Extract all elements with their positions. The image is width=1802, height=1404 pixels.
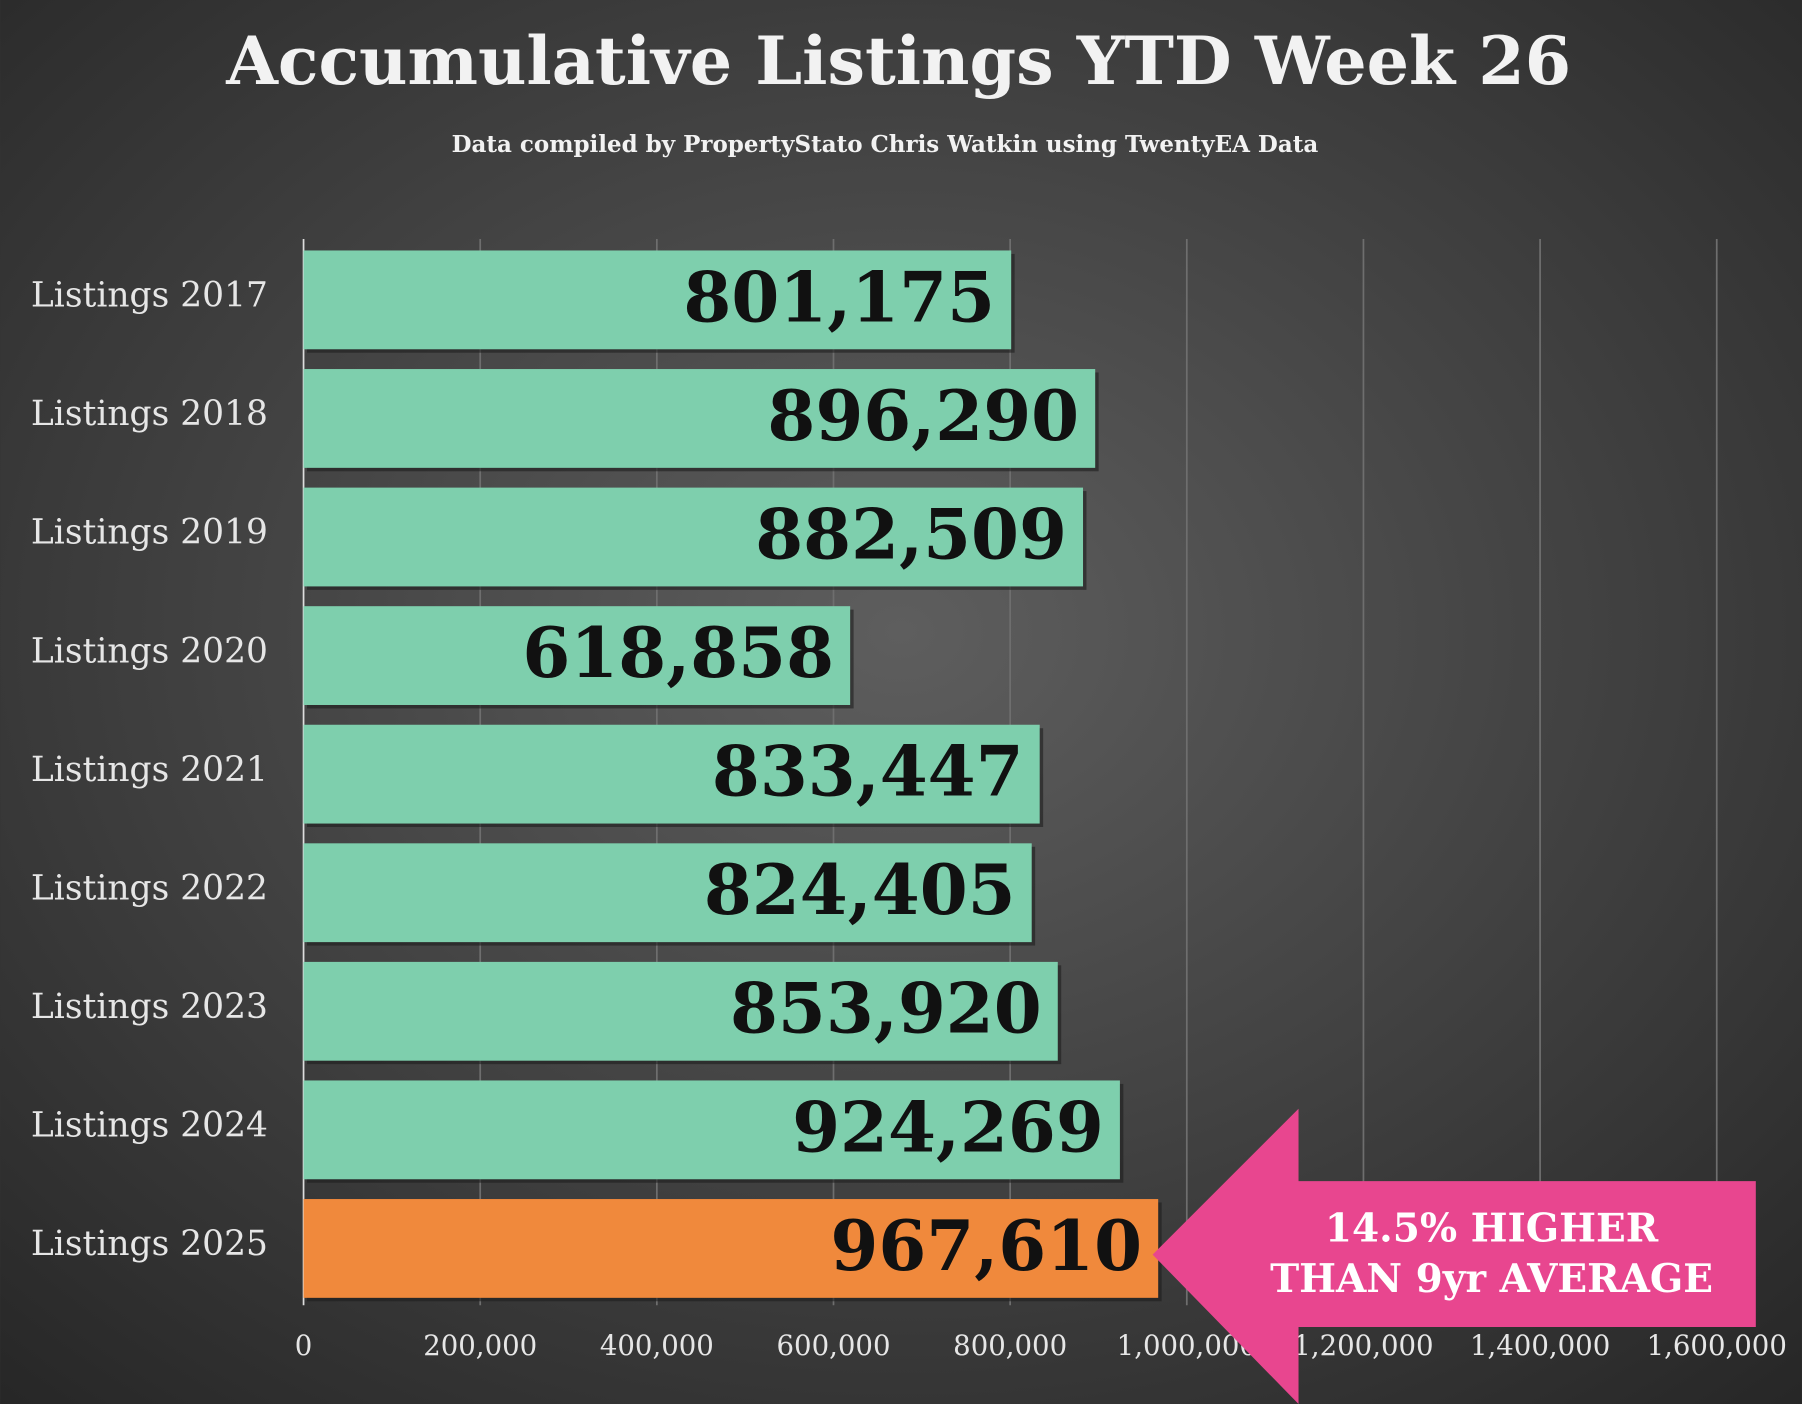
x-tick-label: 600,000 (777, 1329, 891, 1362)
x-tick-label: 400,000 (600, 1329, 714, 1362)
y-tick-label: Listings 2020 (31, 631, 268, 671)
x-tick-label: 1,600,000 (1647, 1329, 1787, 1362)
y-tick-label: Listings 2024 (31, 1106, 268, 1146)
value-label: 833,447 (712, 732, 1024, 813)
value-label: 896,290 (767, 376, 1079, 457)
value-label: 853,920 (730, 969, 1042, 1050)
value-label: 882,509 (755, 494, 1067, 575)
y-tick-label: Listings 2022 (31, 868, 268, 908)
y-tick-label: Listings 2018 (31, 394, 268, 434)
y-tick-label: Listings 2023 (31, 987, 268, 1027)
annotation-text: 14.5% HIGHER (1325, 1206, 1659, 1252)
chart-subtitle: Data compiled by PropertyStato Chris Wat… (452, 131, 1319, 158)
x-tick-label: 1,400,000 (1470, 1329, 1610, 1362)
x-tick-label: 200,000 (423, 1329, 537, 1362)
x-tick-label: 0 (295, 1329, 313, 1362)
y-tick-label: Listings 2021 (31, 750, 268, 790)
bar (303, 369, 1096, 468)
bar (303, 1080, 1120, 1180)
value-label: 967,610 (830, 1206, 1142, 1287)
y-tick-label: Listings 2017 (31, 276, 268, 316)
value-label: 824,405 (704, 850, 1016, 931)
bar (303, 606, 851, 705)
y-tick-label: Listings 2025 (31, 1224, 268, 1264)
bar (303, 843, 1032, 943)
bar (303, 250, 1012, 350)
bar (303, 724, 1040, 824)
bar (303, 961, 1058, 1061)
x-tick-label: 1,200,000 (1293, 1329, 1433, 1362)
value-label: 618,858 (522, 613, 834, 694)
bar (303, 1199, 1159, 1298)
annotation-arrow (1152, 1108, 1756, 1404)
bars: Listings 2017 801,175 Listings 2018 896,290… (31, 250, 1162, 1302)
chart-title: Accumulative Listings YTD Week 26 (225, 21, 1571, 100)
value-label: 924,269 (792, 1087, 1104, 1168)
x-tick-label: 800,000 (953, 1329, 1067, 1362)
bar (303, 487, 1084, 587)
y-tick-label: Listings 2019 (31, 513, 268, 553)
value-label: 801,175 (683, 257, 995, 338)
annotation-text: THAN 9yr AVERAGE (1270, 1256, 1713, 1302)
